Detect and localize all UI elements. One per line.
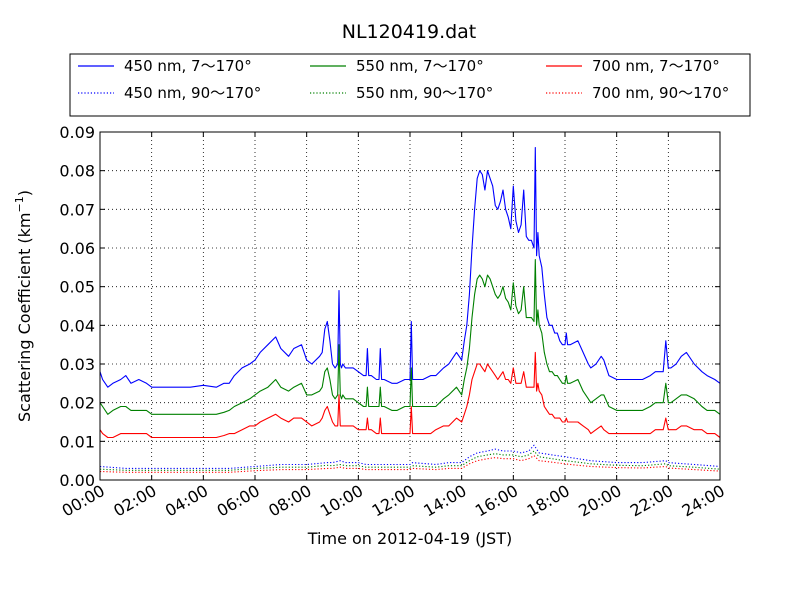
x-tick-label: 06:00 bbox=[214, 481, 263, 521]
series-line-2 bbox=[99, 351, 721, 439]
x-tick-label: 12:00 bbox=[369, 481, 418, 521]
y-axis-label-main: Scattering Coefficient (km bbox=[15, 212, 34, 422]
y-tick-label: 0.07 bbox=[59, 200, 95, 219]
y-tick-label: 0.00 bbox=[59, 471, 95, 490]
x-tick-label: 02:00 bbox=[110, 481, 159, 521]
x-tick-label: 14:00 bbox=[420, 481, 469, 521]
legend-frame bbox=[69, 53, 751, 117]
y-tick-label: 0.08 bbox=[59, 162, 95, 181]
y-tick-label: 0.05 bbox=[59, 278, 95, 297]
x-tick-label: 22:00 bbox=[627, 481, 676, 521]
x-tick-label: 20:00 bbox=[575, 481, 624, 521]
legend-entry-0: 450 nm, 7～170° bbox=[124, 57, 252, 75]
y-axis-label-close: ) bbox=[15, 190, 34, 196]
y-tick-label: 0.03 bbox=[59, 355, 95, 374]
x-tick-label: 18:00 bbox=[524, 481, 573, 521]
grid bbox=[100, 132, 720, 480]
x-tick-label: 16:00 bbox=[472, 481, 521, 521]
legend: 450 nm, 7～170° 550 nm, 7～170° 700 nm, 7～17… bbox=[69, 53, 751, 117]
series-layer bbox=[99, 146, 721, 473]
series-line-5 bbox=[99, 455, 721, 473]
y-tick-label: 0.09 bbox=[59, 123, 95, 142]
series-line-0 bbox=[99, 146, 721, 388]
y-axis-label: Scattering Coefficient (km−1) bbox=[13, 190, 34, 422]
x-tick-label: 10:00 bbox=[317, 481, 366, 521]
y-tick-label: 0.06 bbox=[59, 239, 95, 258]
y-tick-label: 0.01 bbox=[59, 432, 95, 451]
legend-entry-4: 550 nm, 90～170° bbox=[356, 84, 493, 102]
y-axis-label-sup: −1 bbox=[13, 196, 26, 212]
y-tick-label: 0.02 bbox=[59, 394, 95, 413]
x-tick-label: 08:00 bbox=[265, 481, 314, 521]
x-tick-label: 04:00 bbox=[162, 481, 211, 521]
chart-title: NL120419.dat bbox=[342, 21, 477, 43]
legend-entry-1: 550 nm, 7～170° bbox=[356, 57, 484, 75]
legend-entry-2: 700 nm, 7～170° bbox=[592, 57, 720, 75]
y-tick-label: 0.04 bbox=[59, 316, 95, 335]
y-axis: 0.00 0.01 0.02 0.03 0.04 0.05 0.06 0.07 0.08 0.09 bbox=[59, 123, 720, 490]
x-axis-label: Time on 2012-04-19 (JST) bbox=[307, 529, 512, 548]
legend-entry-3: 450 nm, 90～170° bbox=[124, 84, 261, 102]
series-line-1 bbox=[99, 259, 721, 415]
x-tick-label: 24:00 bbox=[679, 481, 728, 521]
legend-entry-5: 700 nm, 90～170° bbox=[592, 84, 729, 102]
